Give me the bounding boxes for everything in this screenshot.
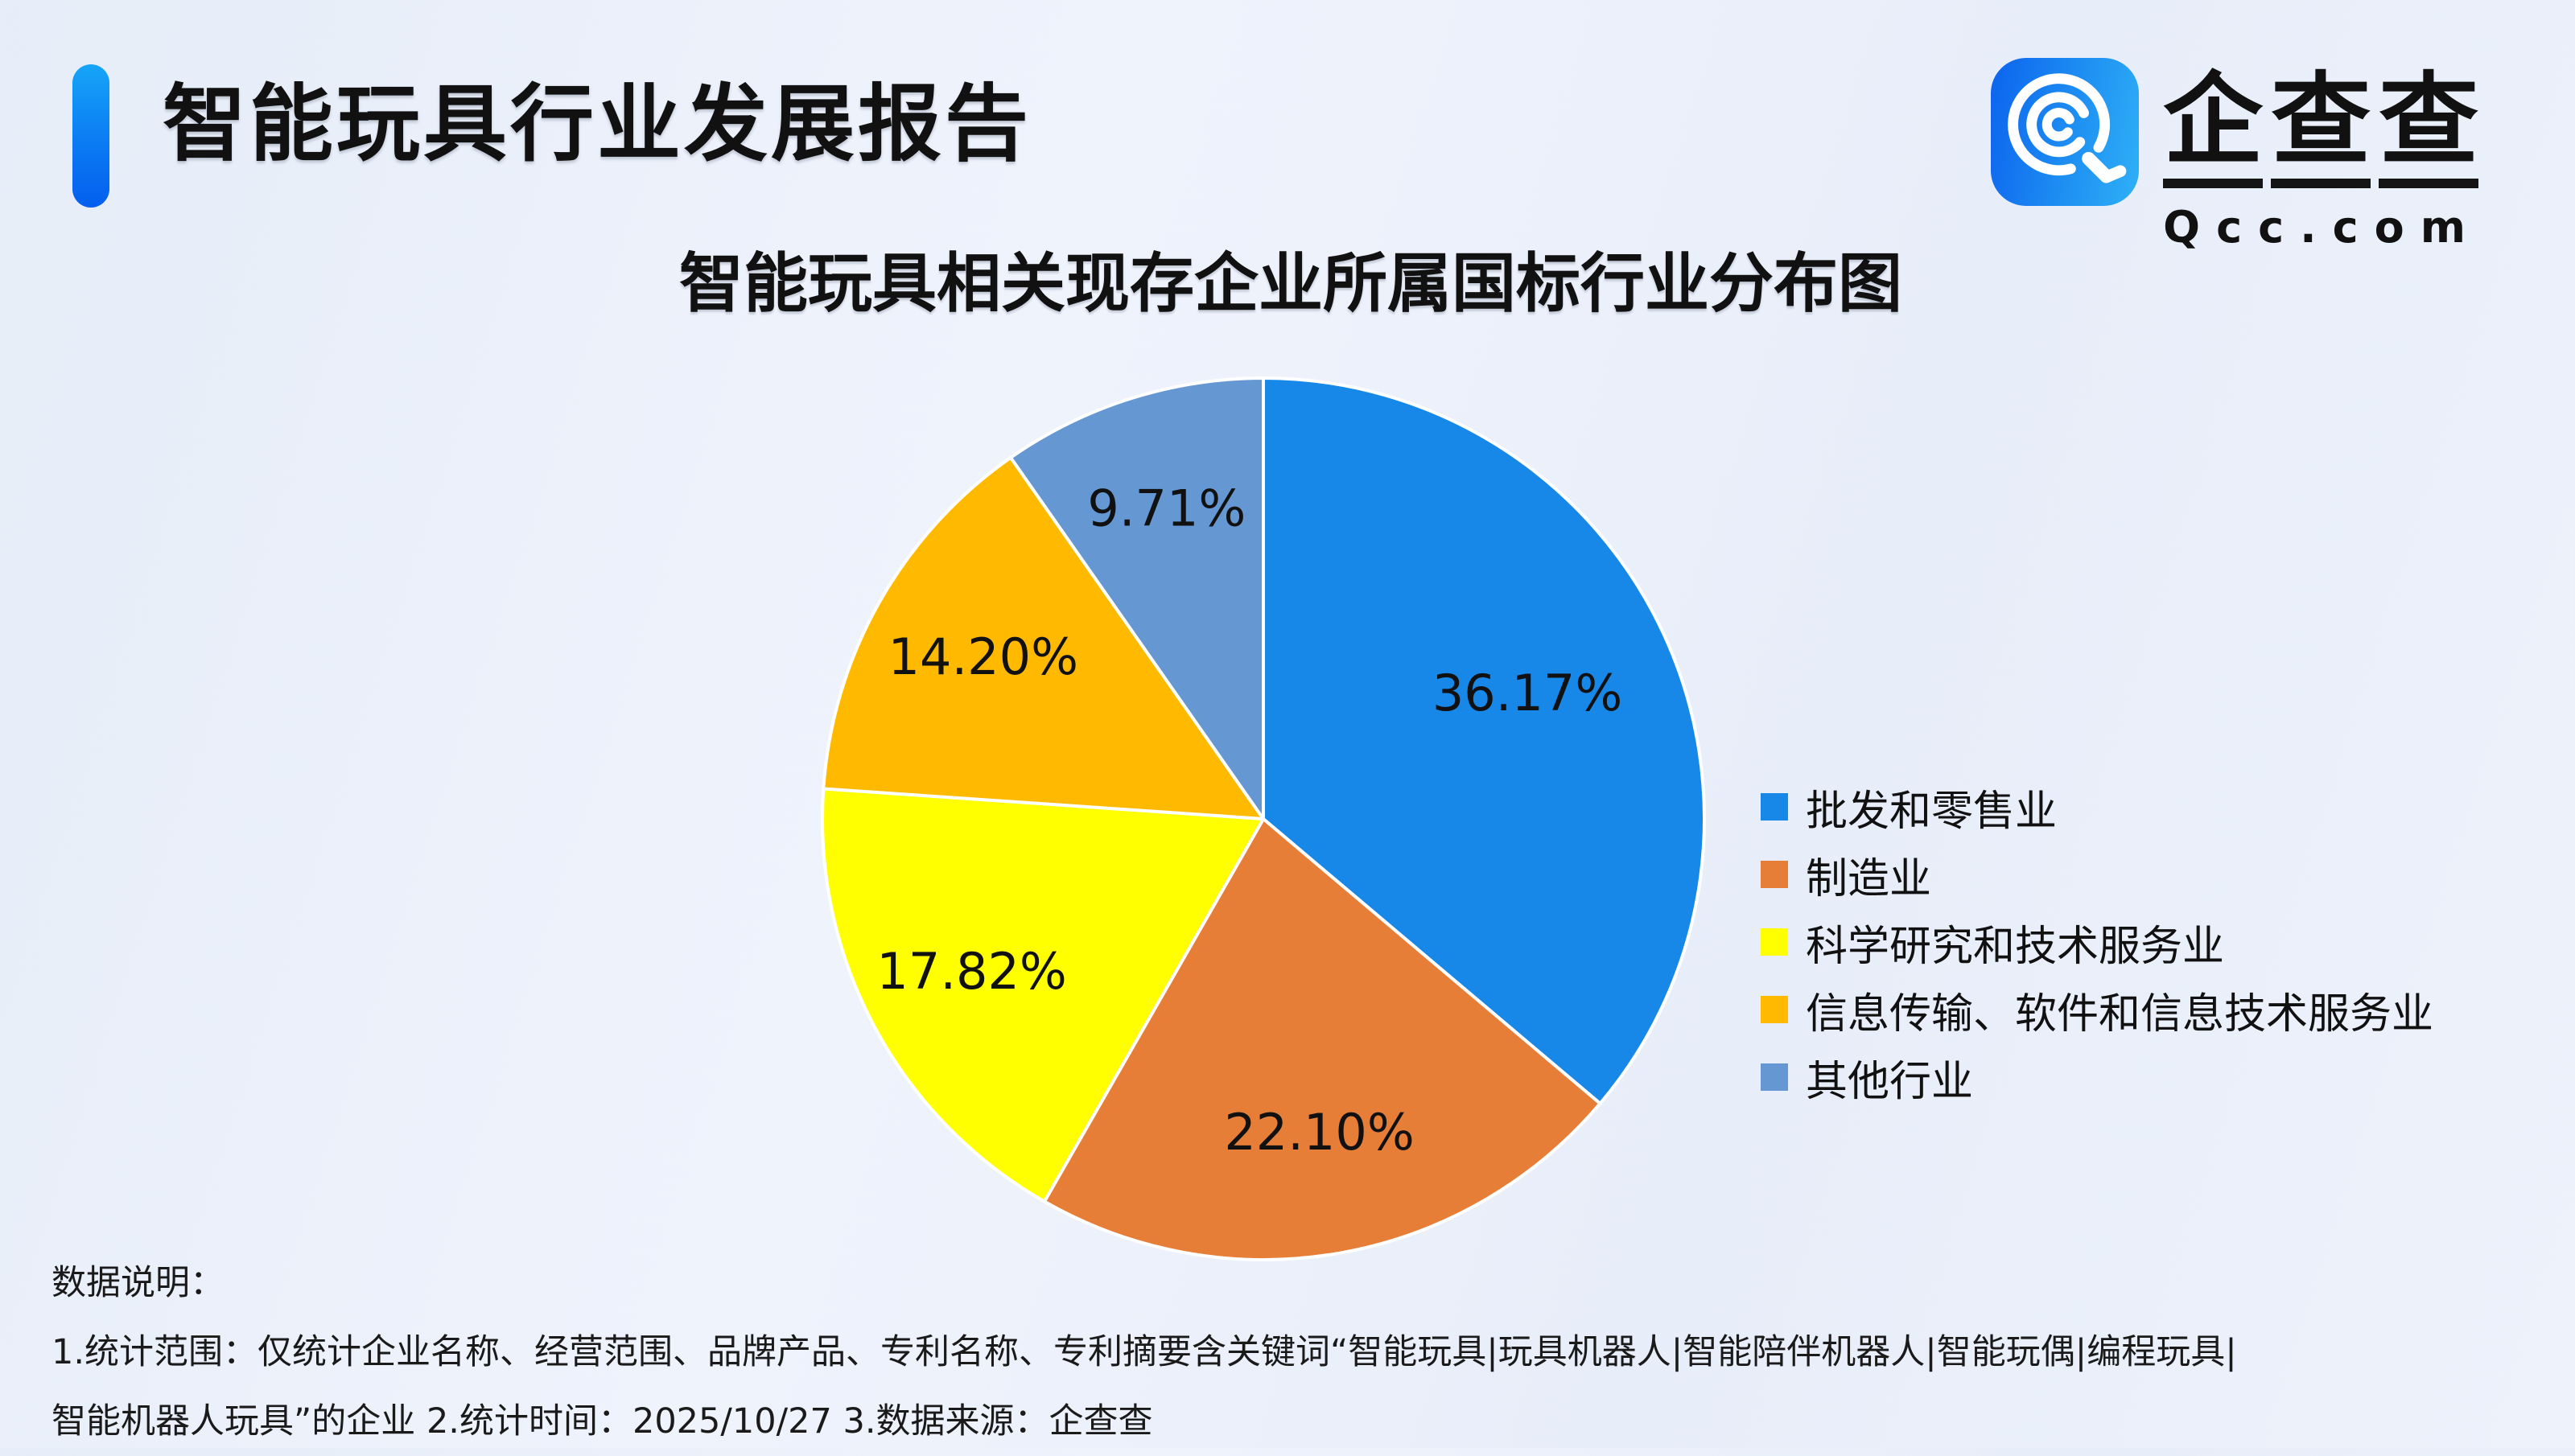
legend-label: 批发和零售业 [1806,787,2058,836]
legend-item: 科学研究和技术服务业 [1761,908,2433,976]
legend-item: 批发和零售业 [1761,773,2433,841]
qcc-magnifier-q-icon [2008,73,2127,183]
legend-swatch [1761,1063,1788,1091]
legend-swatch [1761,793,1788,821]
qcc-logo-domain: Qcc.com [2163,202,2482,253]
legend-swatch [1761,928,1788,956]
legend-label: 其他行业 [1806,1057,1974,1106]
chart-title: 智能玩具相关现存企业所属国标行业分布图 [679,246,1902,321]
pie-slice-3 [822,455,1265,821]
legend-item: 信息传输、软件和信息技术服务业 [1761,976,2433,1043]
pie-slice-2 [821,787,1265,1203]
data-notes: 数据说明： 1.统计范围：仅统计企业名称、经营范围、品牌产品、专利名称、专利摘要… [52,1248,2237,1456]
data-notes-line-1: 1.统计范围：仅统计企业名称、经营范围、品牌产品、专利名称、专利摘要含关键词“智… [52,1332,2237,1372]
legend-label: 信息传输、软件和信息技术服务业 [1806,989,2434,1039]
qcc-logo-text: 企 查 查 Qcc.com [2163,58,2482,249]
qcc-logo-char: 查 [2271,71,2371,188]
pie-slice-label: 17.82% [876,942,1066,1001]
legend-label: 制造业 [1806,854,1932,903]
legend-swatch [1761,861,1788,888]
title-accent-bar [72,64,109,208]
chart-legend: 批发和零售业 制造业 科学研究和技术服务业 信息传输、软件和信息技术服务业 其他… [1761,773,2433,1111]
pie-chart-svg: 36.17% 22.10% 17.82% 14.20% 9.71% [821,376,1706,1261]
legend-item: 制造业 [1761,841,2433,908]
qcc-logo-name: 企 查 查 [2163,71,2479,188]
pie-slice-1 [1042,817,1602,1261]
legend-label: 科学研究和技术服务业 [1806,922,2225,971]
pie-slice-4 [1009,376,1265,821]
pie-chart: 36.17% 22.10% 17.82% 14.20% 9.71% [813,368,1714,1269]
pie-slice-label: 22.10% [1224,1103,1414,1162]
qcc-logo: 企 查 查 Qcc.com [1991,58,2482,249]
pie-slice-label: 14.20% [888,627,1078,686]
qcc-logo-tile [1991,58,2140,206]
qcc-logo-char: 企 [2163,71,2264,188]
data-notes-line-2: 智能机器人玩具”的企业 2.统计时间：2025/10/27 3.数据来源：企查查 [52,1401,1153,1442]
data-notes-heading: 数据说明： [52,1263,225,1303]
qcc-logo-char: 查 [2379,71,2479,188]
pie-slice-label: 9.71% [1087,479,1246,538]
pie-slice-label: 36.17% [1432,664,1622,722]
legend-item: 其他行业 [1761,1043,2433,1111]
page-title: 智能玩具行业发展报告 [163,75,1032,173]
legend-swatch [1761,996,1788,1023]
pie-slice-0 [1262,376,1706,1105]
